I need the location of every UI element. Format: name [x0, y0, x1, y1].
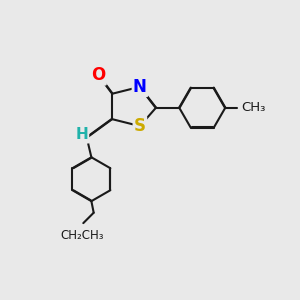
Text: CH₃: CH₃: [241, 101, 266, 114]
Text: S: S: [134, 117, 146, 135]
Text: CH₂CH₃: CH₂CH₃: [60, 229, 104, 242]
Text: H: H: [75, 128, 88, 142]
Text: N: N: [133, 78, 147, 96]
Text: O: O: [91, 66, 105, 84]
